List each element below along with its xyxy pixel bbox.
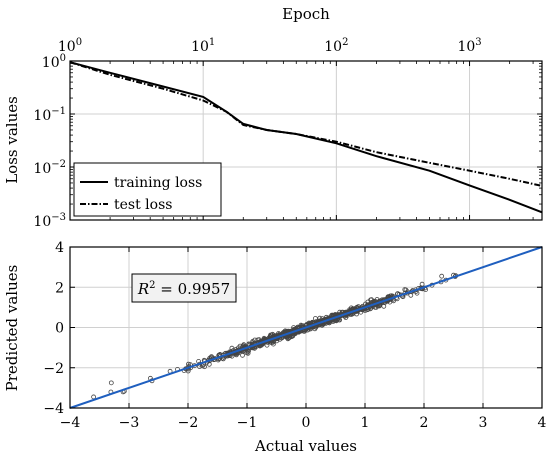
parity-x-tick-label: −3	[119, 415, 140, 431]
scatter-point	[403, 287, 409, 293]
scatter-point	[199, 363, 205, 369]
scatter-point	[240, 352, 245, 358]
parity-chart-ticks: −4 −3 −2 −1 0 1 2 3 4 −4 −2 0 2 4	[43, 240, 546, 431]
scatter-point	[312, 316, 318, 321]
scatter-point	[250, 338, 256, 344]
scatter-point	[365, 307, 371, 313]
parity-y-tick-label: 0	[55, 321, 64, 337]
loss-y-tick-label: 10−2	[33, 159, 66, 177]
scatter-point	[206, 361, 212, 367]
parity-x-tick-label: 4	[538, 415, 547, 431]
scatter-point	[202, 364, 207, 370]
r2-annotation: R2 = 0.9957	[131, 273, 237, 303]
loss-x-tick-label: 103	[457, 37, 481, 55]
loss-chart-x-title: Epoch	[282, 5, 330, 23]
series-line-test-loss	[69, 61, 543, 187]
parity-x-tick-label: 1	[361, 415, 370, 431]
loss-chart-ticks: 100 101 102 103 100 10−1 10−2 10−3	[33, 37, 542, 230]
parity-chart-x-title: Actual values	[254, 437, 357, 455]
loss-chart-panel: 100 101 102 103 100 10−1 10−2 10−3 Epoch Loss v…	[3, 5, 543, 230]
scatter-point	[333, 318, 339, 324]
loss-y-tick-label: 100	[42, 53, 66, 71]
scatter-point	[108, 380, 114, 386]
parity-x-tick-label: 2	[420, 415, 429, 431]
scatter-point	[439, 273, 445, 279]
loss-x-tick-label: 102	[324, 37, 348, 55]
parity-y-tick-label: −4	[43, 401, 64, 417]
scatter-point	[408, 292, 414, 298]
r2-annotation-box	[131, 273, 237, 303]
scatter-point	[274, 338, 280, 344]
loss-y-tick-label: 10−1	[33, 106, 66, 124]
parity-x-tick-label: −1	[237, 415, 258, 431]
legend-box	[73, 162, 222, 217]
parity-x-tick-label: −2	[178, 415, 199, 431]
parity-chart-panel: −4 −3 −2 −1 0 1 2 3 4 −4 −2 0 2 4 Actual values Predi…	[3, 240, 547, 455]
parity-x-tick-label: 3	[479, 415, 488, 431]
r2-annotation-text: R2 = 0.9957	[137, 280, 230, 298]
loss-chart-legend: training loss test loss	[73, 162, 222, 217]
parity-y-tick-label: −2	[43, 361, 64, 377]
scatter-point	[185, 368, 191, 374]
loss-x-tick-label: 101	[191, 37, 215, 55]
parity-chart-y-title: Predicted values	[3, 265, 21, 392]
scatter-point	[185, 361, 191, 367]
parity-x-tick-label: −4	[60, 415, 81, 431]
parity-x-tick-label: 0	[302, 415, 311, 431]
scatter-point	[319, 316, 325, 322]
legend-label-training-loss: training loss	[114, 175, 202, 191]
scatter-point	[381, 303, 387, 309]
loss-y-tick-label: 10−3	[33, 212, 66, 230]
parity-y-tick-label: 4	[55, 240, 64, 256]
identity-line	[69, 246, 543, 409]
legend-label-test-loss: test loss	[114, 197, 172, 213]
scatter-point	[229, 345, 235, 351]
series-line-training-loss	[69, 61, 543, 214]
loss-chart-frame	[69, 60, 543, 221]
scatter-point	[372, 304, 378, 310]
scatter-point	[91, 394, 96, 400]
loss-x-tick-label: 100	[58, 37, 82, 55]
scatter-point	[229, 353, 235, 359]
parity-chart-reference-line	[69, 246, 543, 409]
loss-chart-y-title: Loss values	[3, 96, 21, 184]
scatter-point	[256, 337, 262, 343]
loss-chart-series	[69, 61, 543, 214]
parity-y-tick-label: 2	[55, 280, 64, 296]
